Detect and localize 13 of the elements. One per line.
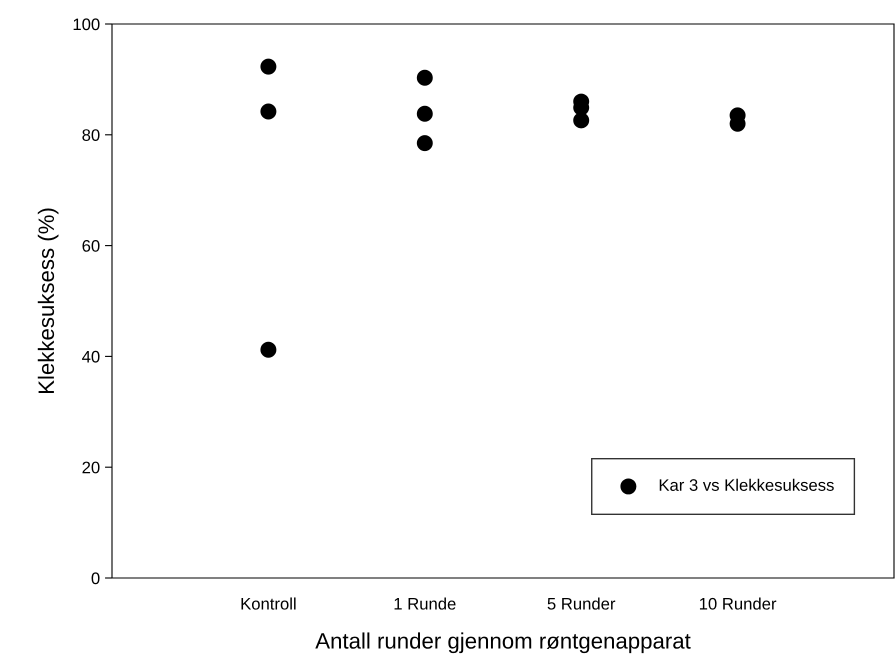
x-tick-label: 5 Runder [548, 597, 616, 610]
y-tick-label: 0 [92, 572, 100, 584]
x-tick-label: 1 Runde [394, 597, 456, 610]
y-tick-label: 20 [82, 462, 100, 474]
legend-label: Kar 3 vs Klekkesuksess [660, 478, 834, 491]
y-tick-label: 40 [82, 350, 100, 363]
x-tick-label: 10 Runder [700, 597, 776, 610]
y-tick-label: 60 [82, 240, 100, 252]
y-tick-label: 100 [74, 18, 100, 30]
x-axis-title: Antall runder gjennom røntgenapparat [315, 632, 691, 654]
y-tick-label: 80 [82, 129, 100, 142]
y-axis-title: Klekkesuksess (%) [38, 208, 58, 394]
x-tick-label: Kontroll [242, 597, 296, 610]
